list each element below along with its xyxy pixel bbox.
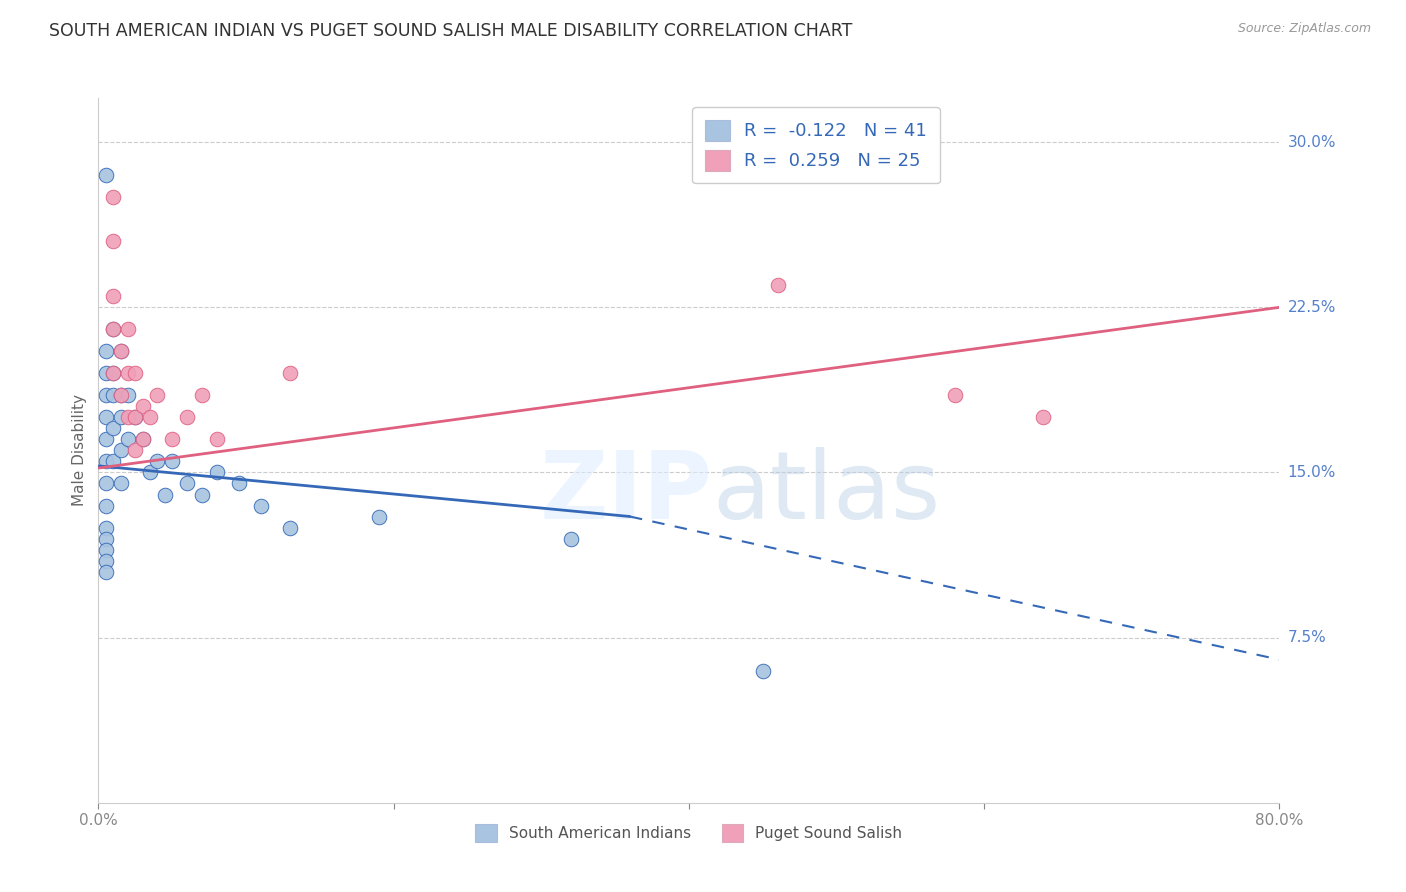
Point bbox=[103, 234, 125, 248]
Point bbox=[94, 367, 117, 381]
Point bbox=[280, 367, 302, 381]
Text: 15.0%: 15.0% bbox=[1288, 465, 1336, 480]
Point bbox=[94, 499, 117, 513]
Point bbox=[191, 487, 214, 501]
Point bbox=[103, 367, 125, 381]
Legend: South American Indians, Puget Sound Salish: South American Indians, Puget Sound Sali… bbox=[470, 818, 908, 848]
Point bbox=[250, 499, 273, 513]
Point bbox=[280, 520, 302, 534]
Point bbox=[94, 520, 117, 534]
Point bbox=[94, 344, 117, 359]
Point bbox=[766, 278, 789, 293]
Point bbox=[153, 487, 176, 501]
Point bbox=[139, 466, 162, 480]
Point bbox=[124, 410, 146, 425]
Point bbox=[94, 542, 117, 557]
Text: ZIP: ZIP bbox=[540, 447, 713, 539]
Point bbox=[162, 433, 183, 447]
Point bbox=[94, 565, 117, 579]
Point bbox=[110, 388, 132, 402]
Text: 30.0%: 30.0% bbox=[1288, 135, 1336, 150]
Point bbox=[94, 410, 117, 425]
Point bbox=[103, 322, 125, 336]
Point bbox=[94, 454, 117, 468]
Point bbox=[110, 410, 132, 425]
Point bbox=[94, 388, 117, 402]
Point bbox=[103, 322, 125, 336]
Point bbox=[94, 168, 117, 182]
Point bbox=[117, 433, 139, 447]
Point bbox=[94, 476, 117, 491]
Point bbox=[368, 509, 391, 524]
Y-axis label: Male Disability: Male Disability bbox=[72, 394, 87, 507]
Point bbox=[146, 454, 169, 468]
Point bbox=[139, 410, 162, 425]
Point bbox=[124, 443, 146, 458]
Text: 7.5%: 7.5% bbox=[1288, 630, 1326, 645]
Point bbox=[94, 553, 117, 567]
Point bbox=[103, 388, 125, 402]
Point bbox=[110, 344, 132, 359]
Point bbox=[132, 400, 155, 414]
Point bbox=[103, 367, 125, 381]
Point bbox=[117, 410, 139, 425]
Point bbox=[117, 367, 139, 381]
Point bbox=[560, 532, 582, 546]
Point bbox=[124, 410, 146, 425]
Point bbox=[94, 433, 117, 447]
Point bbox=[103, 454, 125, 468]
Point bbox=[103, 190, 125, 204]
Point bbox=[191, 388, 214, 402]
Point bbox=[146, 388, 169, 402]
Point bbox=[117, 388, 139, 402]
Point bbox=[176, 410, 198, 425]
Point bbox=[110, 443, 132, 458]
Point bbox=[94, 532, 117, 546]
Point bbox=[1032, 410, 1054, 425]
Point bbox=[103, 289, 125, 303]
Text: SOUTH AMERICAN INDIAN VS PUGET SOUND SALISH MALE DISABILITY CORRELATION CHART: SOUTH AMERICAN INDIAN VS PUGET SOUND SAL… bbox=[49, 22, 852, 40]
Point bbox=[110, 388, 132, 402]
Text: Source: ZipAtlas.com: Source: ZipAtlas.com bbox=[1237, 22, 1371, 36]
Point bbox=[943, 388, 966, 402]
Point bbox=[176, 476, 198, 491]
Point bbox=[228, 476, 250, 491]
Text: atlas: atlas bbox=[713, 447, 941, 539]
Point bbox=[162, 454, 183, 468]
Point bbox=[103, 421, 125, 435]
Point bbox=[124, 367, 146, 381]
Point bbox=[205, 433, 228, 447]
Point bbox=[117, 322, 139, 336]
Point bbox=[110, 476, 132, 491]
Text: 22.5%: 22.5% bbox=[1288, 300, 1336, 315]
Point bbox=[752, 664, 775, 678]
Point bbox=[110, 344, 132, 359]
Point bbox=[132, 433, 155, 447]
Point bbox=[205, 466, 228, 480]
Point bbox=[132, 433, 155, 447]
